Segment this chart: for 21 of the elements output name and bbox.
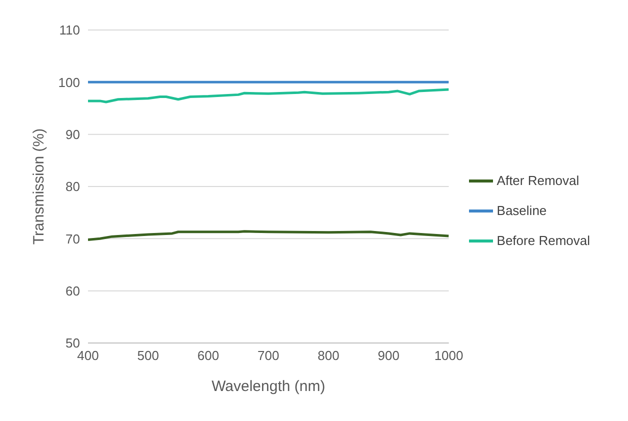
y-tick-label: 80	[66, 179, 80, 194]
x-tick-label: 600	[197, 348, 220, 364]
x-tick-label: 800	[318, 348, 340, 364]
x-tick-label: 1000	[434, 348, 464, 364]
y-tick-label: 70	[66, 231, 80, 246]
x-tick-label: 700	[258, 348, 280, 364]
legend-label: After Removal	[496, 172, 580, 188]
y-axis-title: Transmission (%)	[30, 128, 48, 245]
y-tick-label: 90	[66, 126, 80, 142]
legend-label: Before Removal	[496, 232, 590, 248]
y-tick-label: 110	[59, 22, 80, 38]
x-tick-label: 900	[378, 348, 400, 364]
y-tick-label: 60	[66, 283, 80, 298]
line-series	[88, 88, 449, 104]
legend-label: Baseline	[496, 202, 547, 218]
x-tick-label: 400	[77, 348, 99, 364]
x-tick-label: 500	[137, 348, 159, 364]
y-tick-label: 50	[66, 336, 80, 351]
line-series	[88, 230, 449, 241]
y-tick-label: 100	[58, 74, 80, 90]
x-axis-title: Wavelength (nm)	[212, 378, 326, 395]
